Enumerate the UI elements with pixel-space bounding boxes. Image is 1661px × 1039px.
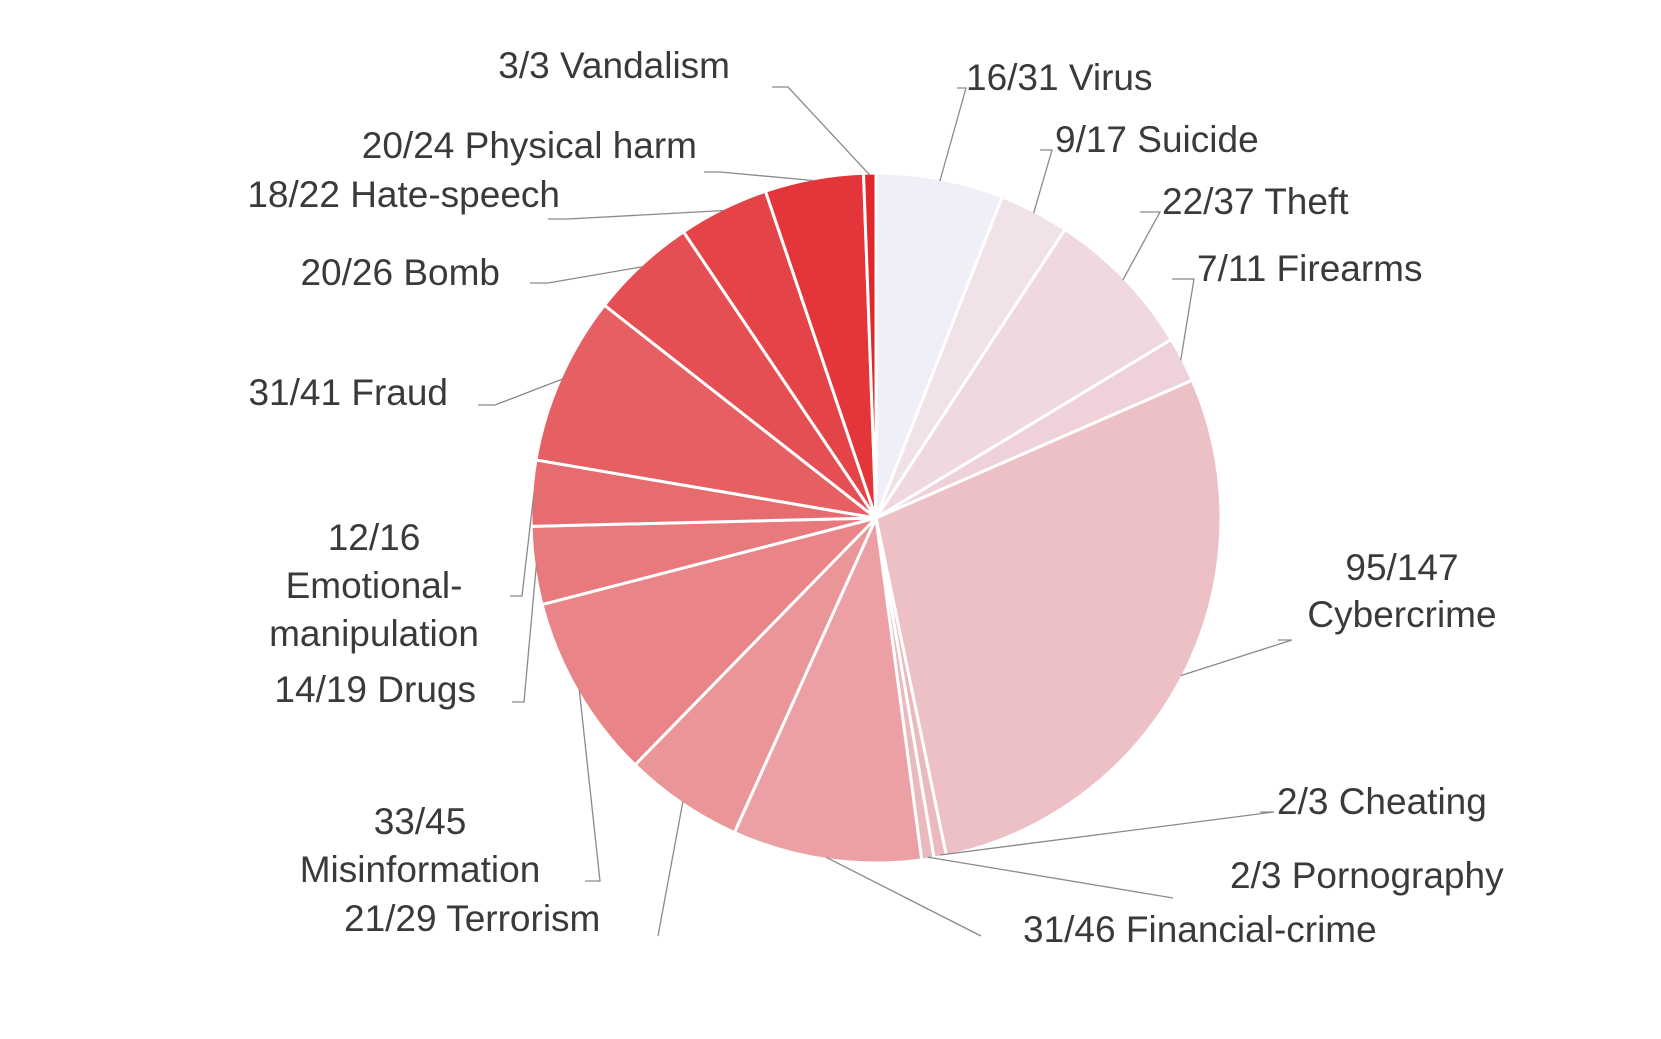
slice-label-pornography: 2/3 Pornography	[1230, 855, 1504, 896]
slice-label-firearms: 7/11 Firearms	[1197, 248, 1423, 289]
slice-label-fraud: 31/41 Fraud	[248, 372, 448, 413]
slice-label-emotional-manipulation: 12/16 Emotional-manipulation	[269, 517, 479, 654]
pie-slices	[529, 171, 1223, 865]
leader-lines	[478, 86, 1293, 937]
leader-line-fraud	[478, 378, 563, 406]
leader-line-drugs	[512, 565, 537, 703]
slice-label-vandalism: 3/3 Vandalism	[498, 45, 730, 86]
slice-label-misinformation: 33/45 Misinformation	[300, 801, 541, 890]
pie-slice-financial-crime	[732, 516, 924, 865]
pie-slice-fraud	[534, 303, 878, 520]
pie-slice-vandalism	[862, 171, 878, 520]
leader-line-cybercrime	[1180, 639, 1293, 677]
leader-line-theft	[1122, 211, 1162, 281]
leader-line-hate-speech	[548, 209, 725, 220]
slice-label-virus: 16/31 Virus	[966, 57, 1153, 98]
leader-line-firearms	[1172, 278, 1195, 361]
leader-line-misinformation	[578, 690, 601, 882]
leader-line-suicide	[1032, 149, 1053, 214]
slice-label-financial-crime: 31/46 Financial-crime	[1023, 909, 1377, 950]
leader-line-virus	[939, 87, 967, 182]
pie-slice-misinformation	[540, 516, 878, 767]
leader-line-emotional-manipulation	[510, 493, 535, 597]
slice-label-hate-speech: 18/22 Hate-speech	[247, 174, 560, 215]
slice-label-bomb: 20/26 Bomb	[300, 252, 500, 293]
slice-label-theft: 22/37 Theft	[1162, 181, 1349, 222]
slice-label-cybercrime: 95/147 Cybercrime	[1307, 547, 1496, 635]
pie-slice-cybercrime	[874, 378, 1223, 858]
slice-label-physical-harm: 20/24 Physical harm	[362, 125, 697, 166]
slice-label-cheating: 2/3 Cheating	[1277, 781, 1487, 822]
leader-line-vandalism	[772, 86, 871, 176]
leader-line-terrorism	[657, 801, 684, 937]
leader-line-financial-crime	[826, 856, 982, 937]
leader-line-bomb	[530, 266, 643, 284]
leader-line-pornography	[927, 856, 1174, 899]
slice-labels: 16/31 Virus 9/17 Suicide 22/37 Theft 7/11 F…	[247, 45, 1504, 950]
slice-label-drugs: 14/19 Drugs	[274, 669, 476, 710]
slice-label-suicide: 9/17 Suicide	[1055, 119, 1259, 160]
leader-line-physical-harm	[704, 171, 815, 182]
slice-label-terrorism: 21/29 Terrorism	[344, 898, 600, 939]
leader-line-cheating	[939, 811, 1275, 856]
